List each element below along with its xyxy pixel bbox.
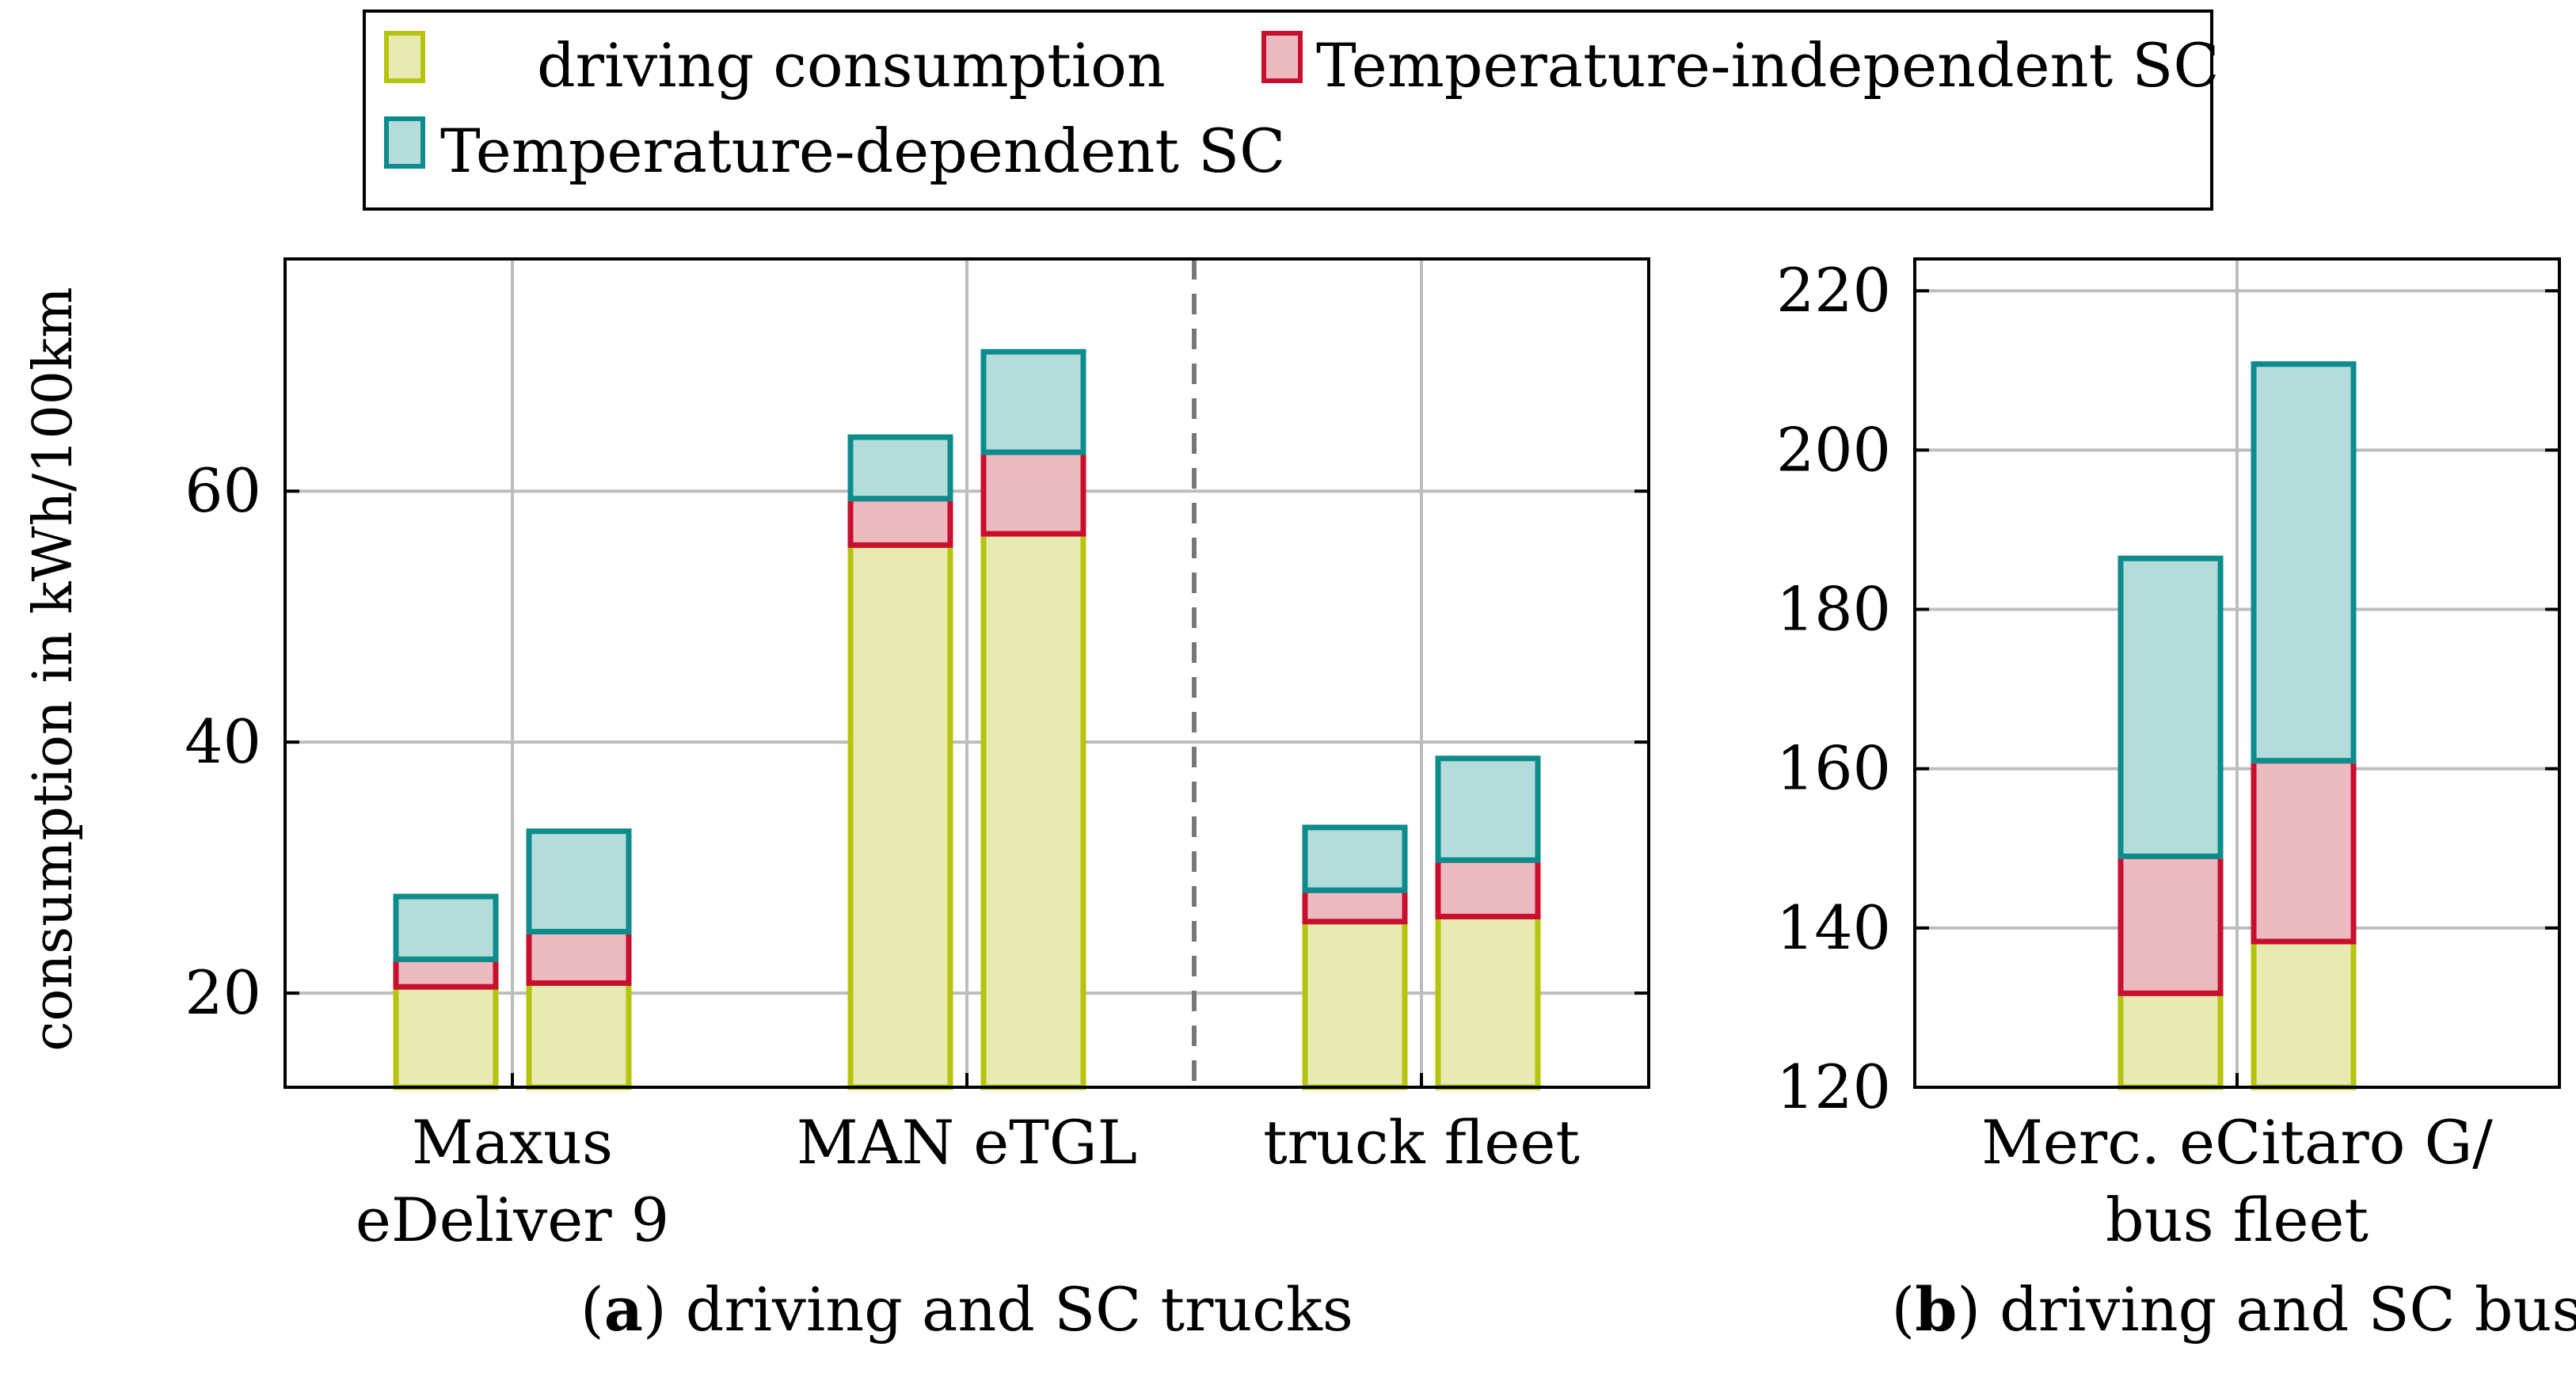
y-tick-label: 40 bbox=[185, 706, 261, 777]
bar-segment-td bbox=[2117, 555, 2224, 859]
bar-segment-ti bbox=[526, 928, 632, 986]
bar-segment-td bbox=[2251, 361, 2357, 764]
panel-bus: 120 140 160 180 200 220 Merc. eCitaro G/bus fl… bbox=[1776, 255, 2576, 1345]
category-label-line: bus fleet bbox=[2106, 1185, 2369, 1255]
bar-segment-driving bbox=[847, 542, 953, 1090]
panel-trucks: 20 40 60 Maxus eDeliver 9 MAN eTGL truck fleet… bbox=[185, 257, 1650, 1345]
legend-swatch-driving bbox=[384, 31, 425, 83]
category-label-line: Maxus bbox=[412, 1107, 613, 1178]
bar-segment-ti bbox=[980, 449, 1086, 537]
bar-segment-driving bbox=[1302, 919, 1408, 1090]
category-label: truck fleet bbox=[1263, 1107, 1580, 1178]
legend-label-ti: Temperature-independent SC bbox=[1316, 30, 2220, 101]
category-label-line: Merc. eCitaro G/ bbox=[1981, 1107, 2493, 1178]
bar-segment-td bbox=[1302, 824, 1408, 893]
panel-caption: (b) driving and SC bus bbox=[1892, 1274, 2576, 1345]
bar-segment-driving bbox=[393, 984, 499, 1090]
legend-swatch-ti bbox=[1261, 31, 1303, 83]
y-tick-label: 60 bbox=[185, 455, 261, 526]
legend: driving consumption Temperature-independ… bbox=[363, 10, 2220, 211]
bar-segment-ti bbox=[1435, 857, 1541, 919]
bar-segment-td bbox=[526, 828, 632, 934]
caption-letter: a bbox=[604, 1274, 643, 1345]
y-tick-label: 220 bbox=[1776, 255, 1891, 325]
plot-frame bbox=[1913, 257, 2561, 1089]
caption-text: ) driving and SC bus bbox=[1957, 1274, 2576, 1345]
category-label: MAN eTGL bbox=[797, 1107, 1137, 1178]
y-tick-label: 160 bbox=[1776, 733, 1891, 804]
y-tick-label: 120 bbox=[1776, 1052, 1891, 1122]
bar-segment-td bbox=[980, 348, 1086, 455]
bar-segment-ti bbox=[2251, 758, 2357, 945]
bar-segment-ti bbox=[2117, 853, 2224, 996]
bar-segment-driving bbox=[526, 980, 632, 1090]
bar-segment-ti bbox=[1302, 887, 1408, 925]
y-tick-label: 200 bbox=[1776, 414, 1891, 485]
bar-segment-ti bbox=[847, 496, 953, 548]
bar-segment-td bbox=[393, 893, 499, 962]
bar-segment-driving bbox=[1435, 913, 1541, 1090]
legend-swatch-td bbox=[384, 116, 425, 169]
caption-letter: b bbox=[1915, 1274, 1957, 1345]
category-label-line: truck fleet bbox=[1263, 1107, 1580, 1178]
bar-segment-driving bbox=[2251, 938, 2357, 1090]
plot-frame bbox=[283, 257, 1650, 1089]
bar-segment-td bbox=[1435, 755, 1541, 863]
category-label-line: eDeliver 9 bbox=[356, 1185, 669, 1255]
bar-segment-driving bbox=[980, 531, 1086, 1090]
bar-segment-driving bbox=[2117, 990, 2224, 1090]
panel-caption: (a) driving and SC trucks bbox=[580, 1274, 1353, 1345]
y-tick-label: 20 bbox=[185, 957, 261, 1028]
y-axis-label: consumption in kWh/100km bbox=[22, 287, 85, 1051]
bar-segment-td bbox=[847, 434, 953, 502]
category-label-line: MAN eTGL bbox=[797, 1107, 1137, 1178]
category-label: Maxus eDeliver 9 bbox=[356, 1107, 669, 1255]
bar-segment-ti bbox=[393, 956, 499, 990]
y-tick-label: 180 bbox=[1776, 574, 1891, 645]
caption-text: ) driving and SC trucks bbox=[643, 1274, 1353, 1345]
caption-open-paren: ( bbox=[580, 1274, 604, 1345]
legend-label-td: Temperature-dependent SC bbox=[440, 116, 1285, 186]
category-label: Merc. eCitaro G/bus fleet bbox=[1981, 1107, 2493, 1255]
legend-label-driving: driving consumption bbox=[537, 30, 1166, 101]
y-tick-label: 140 bbox=[1776, 892, 1891, 963]
caption-open-paren: ( bbox=[1892, 1274, 1916, 1345]
